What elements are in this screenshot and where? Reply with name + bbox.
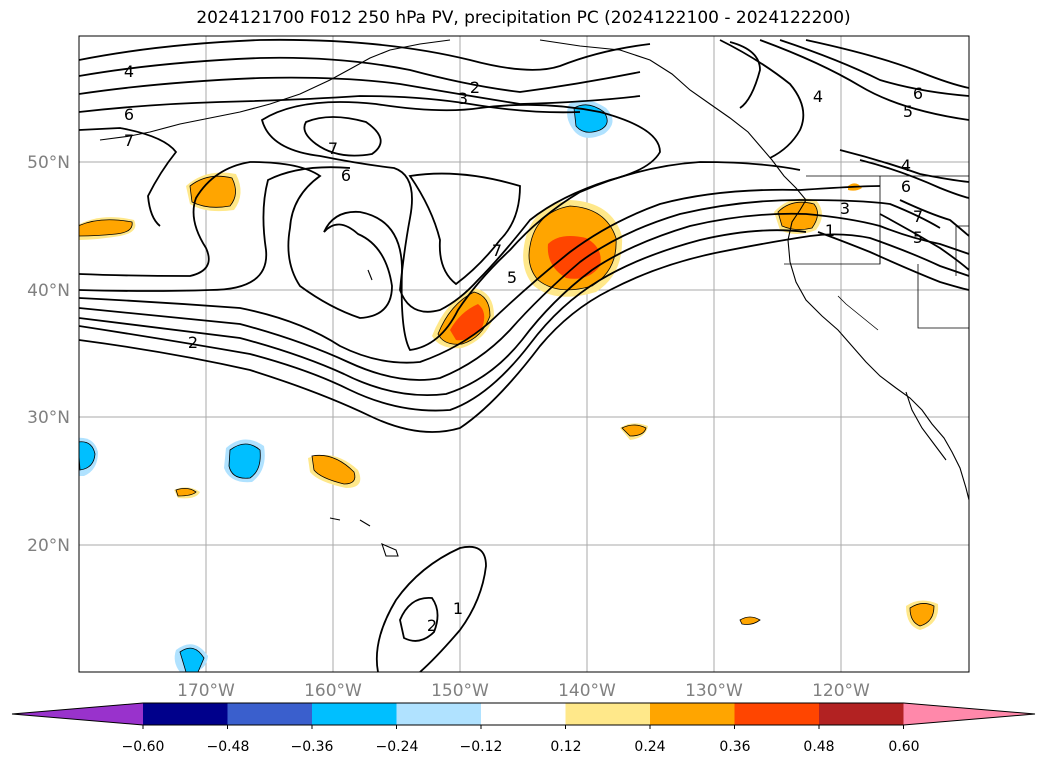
lon-label: 150°W xyxy=(431,681,489,701)
lon-label: 170°W xyxy=(177,681,235,701)
colorbar-segment xyxy=(734,703,820,725)
colorbar-tick-label: 0.24 xyxy=(634,739,665,755)
contour-label: 4 xyxy=(124,62,134,81)
contour-label: 6 xyxy=(901,177,911,196)
colorbar-segment xyxy=(227,703,313,725)
lat-label: 50°N xyxy=(27,153,70,173)
lon-label: 130°W xyxy=(685,681,743,701)
colorbar-tick-label: 0.48 xyxy=(803,739,834,755)
precip-positive-blob xyxy=(189,175,236,208)
colorbar-extend-low xyxy=(12,703,143,725)
colorbar xyxy=(11,702,1036,729)
precip-negative-blob xyxy=(228,443,261,479)
precip-positive-blob xyxy=(739,616,761,625)
contour-label-group: 4 6 7 2 3 7 6 7 5 2 4 6 5 4 6 7 5 1 3 2 … xyxy=(124,62,923,635)
colorbar-segment xyxy=(312,703,397,725)
contour-label: 7 xyxy=(492,241,502,260)
colorbar-tick-labels: −0.60 −0.48 −0.36 −0.24 −0.12 0.12 0.24 … xyxy=(122,739,920,755)
precip-positive-blob xyxy=(777,201,818,230)
lon-label: 140°W xyxy=(558,681,616,701)
lat-labels: 50°N 40°N 30°N 20°N xyxy=(27,153,70,556)
colorbar-tick-label: −0.24 xyxy=(376,739,419,755)
colorbar-tick-label: 0.36 xyxy=(719,739,750,755)
precip-positive-blob xyxy=(311,454,356,485)
contour-label: 3 xyxy=(458,89,468,108)
lon-label: 160°W xyxy=(304,681,362,701)
contour-label: 7 xyxy=(328,139,338,158)
contour-label: 2 xyxy=(188,333,198,352)
lon-label: 120°W xyxy=(812,681,870,701)
colorbar-tick-label: 0.12 xyxy=(550,739,581,755)
colorbar-segment xyxy=(143,703,228,725)
contour-label: 6 xyxy=(341,166,351,185)
colorbar-tick-label: −0.60 xyxy=(122,739,165,755)
borders xyxy=(784,175,969,331)
colorbar-tick-label: −0.48 xyxy=(207,739,250,755)
colorbar-tick-label: 0.60 xyxy=(888,739,919,755)
lat-label: 40°N xyxy=(27,281,70,301)
contour-label: 7 xyxy=(913,207,923,226)
precip-positive-blob xyxy=(450,304,485,341)
precip-blobs xyxy=(79,99,939,672)
colorbar-segment xyxy=(481,703,566,725)
gridlines xyxy=(79,36,969,672)
contour-label: 4 xyxy=(901,156,911,175)
contour-label: 4 xyxy=(813,87,823,106)
precip-negative-blob xyxy=(79,441,96,471)
colorbar-segment xyxy=(819,703,904,725)
contour-label: 5 xyxy=(507,268,517,287)
contour-label: 3 xyxy=(840,199,850,218)
contour-label: 2 xyxy=(470,78,480,97)
chart-title: 2024121700 F012 250 hPa PV, precipitatio… xyxy=(196,8,851,28)
precip-negative-blob xyxy=(179,647,205,672)
contour-label: 6 xyxy=(913,84,923,103)
lon-labels: 170°W 160°W 150°W 140°W 130°W 120°W xyxy=(177,681,870,701)
colorbar-segment xyxy=(396,703,482,725)
contour-label: 1 xyxy=(825,221,835,240)
colorbar-segment xyxy=(565,703,651,725)
contour-label: 7 xyxy=(124,131,134,150)
lat-label: 30°N xyxy=(27,408,70,428)
contour-label: 5 xyxy=(903,102,913,121)
colorbar-segment xyxy=(650,703,735,725)
pv-contours xyxy=(79,38,969,672)
lat-label: 20°N xyxy=(27,536,70,556)
colorbar-tick-label: −0.12 xyxy=(460,739,503,755)
contour-label: 1 xyxy=(453,599,463,618)
precip-positive-blob xyxy=(909,603,935,627)
contour-label: 2 xyxy=(427,616,437,635)
precip-positive-blob xyxy=(175,488,197,497)
map-frame xyxy=(78,35,970,673)
precip-positive-blob xyxy=(621,424,647,437)
contour-label: 5 xyxy=(913,228,923,247)
colorbar-extend-high xyxy=(903,703,1035,725)
coastlines xyxy=(99,39,969,557)
precip-positive-blob xyxy=(79,219,133,237)
colorbar-tick-label: −0.36 xyxy=(291,739,334,755)
contour-label: 6 xyxy=(124,105,134,124)
precip-positive-blob xyxy=(547,236,601,279)
